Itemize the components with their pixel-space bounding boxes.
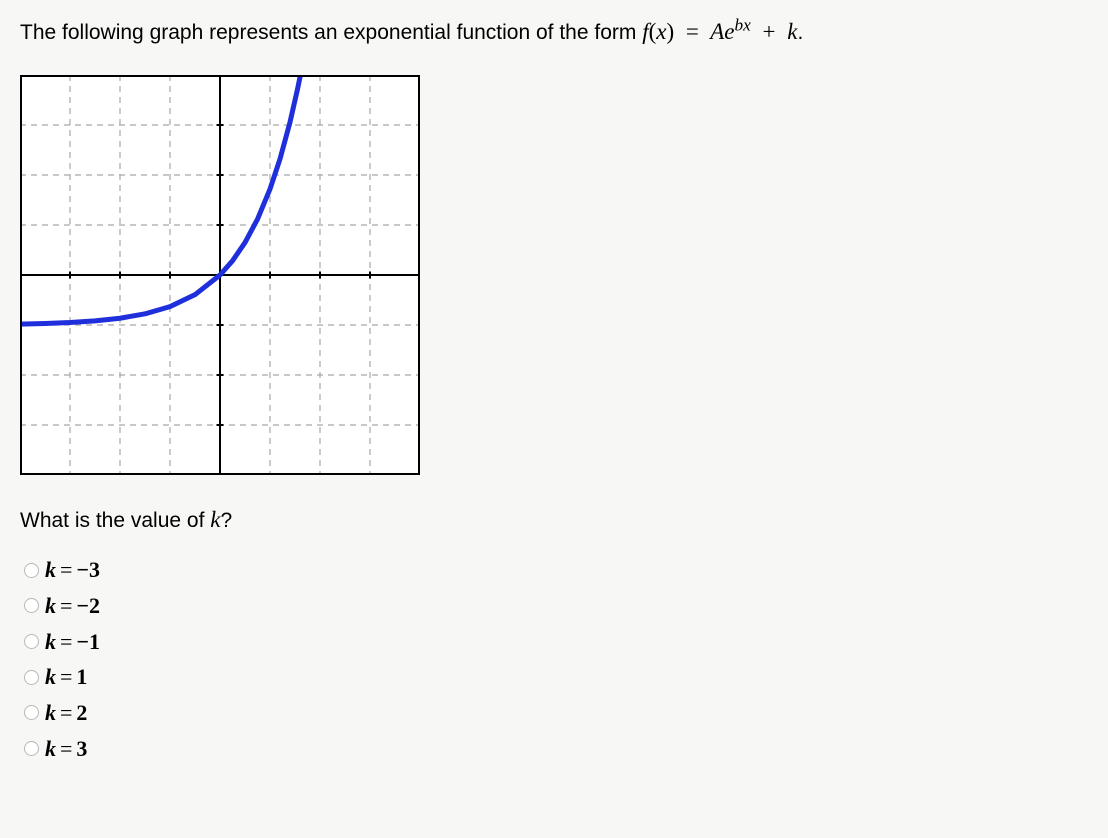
option-row: k=−2 (24, 591, 1088, 621)
option-value: −3 (76, 557, 100, 582)
equals-sign: = (56, 557, 76, 582)
chart-container (20, 75, 1088, 481)
option-value: −2 (76, 593, 100, 618)
option-row: k=2 (24, 698, 1088, 728)
option-value: 3 (76, 736, 87, 761)
option-label: k=−2 (45, 591, 100, 621)
option-label: k=−1 (45, 627, 100, 657)
option-label: k=3 (45, 734, 87, 764)
prompt-text: The following graph represents an expone… (20, 16, 1088, 47)
equals-sign: = (56, 700, 76, 725)
prompt-lead: The following graph represents an expone… (20, 21, 642, 44)
option-value: 1 (76, 664, 87, 689)
question-var: k (210, 507, 220, 532)
question-lead: What is the value of (20, 509, 210, 532)
option-radio[interactable] (24, 670, 39, 685)
option-label: k=−3 (45, 555, 100, 585)
options-group: k=−3k=−2k=−1k=1k=2k=3 (20, 555, 1088, 763)
option-var: k (45, 557, 56, 582)
option-row: k=−3 (24, 555, 1088, 585)
option-radio[interactable] (24, 634, 39, 649)
option-var: k (45, 629, 56, 654)
option-radio[interactable] (24, 563, 39, 578)
question-qmark: ? (220, 509, 232, 532)
option-radio[interactable] (24, 741, 39, 756)
prompt-formula: f(x) = Aebx + k (642, 19, 797, 44)
option-var: k (45, 736, 56, 761)
option-label: k=1 (45, 662, 87, 692)
option-row: k=3 (24, 734, 1088, 764)
option-value: 2 (76, 700, 87, 725)
option-value: −1 (76, 629, 100, 654)
prompt-period: . (798, 21, 804, 44)
option-radio[interactable] (24, 705, 39, 720)
option-var: k (45, 700, 56, 725)
option-row: k=1 (24, 662, 1088, 692)
equals-sign: = (56, 629, 76, 654)
equals-sign: = (56, 664, 76, 689)
equals-sign: = (56, 593, 76, 618)
question-text: What is the value of k? (20, 507, 1088, 533)
equals-sign: = (56, 736, 76, 761)
option-label: k=2 (45, 698, 87, 728)
option-var: k (45, 593, 56, 618)
option-radio[interactable] (24, 598, 39, 613)
option-row: k=−1 (24, 627, 1088, 657)
exponential-chart (20, 75, 420, 475)
option-var: k (45, 664, 56, 689)
